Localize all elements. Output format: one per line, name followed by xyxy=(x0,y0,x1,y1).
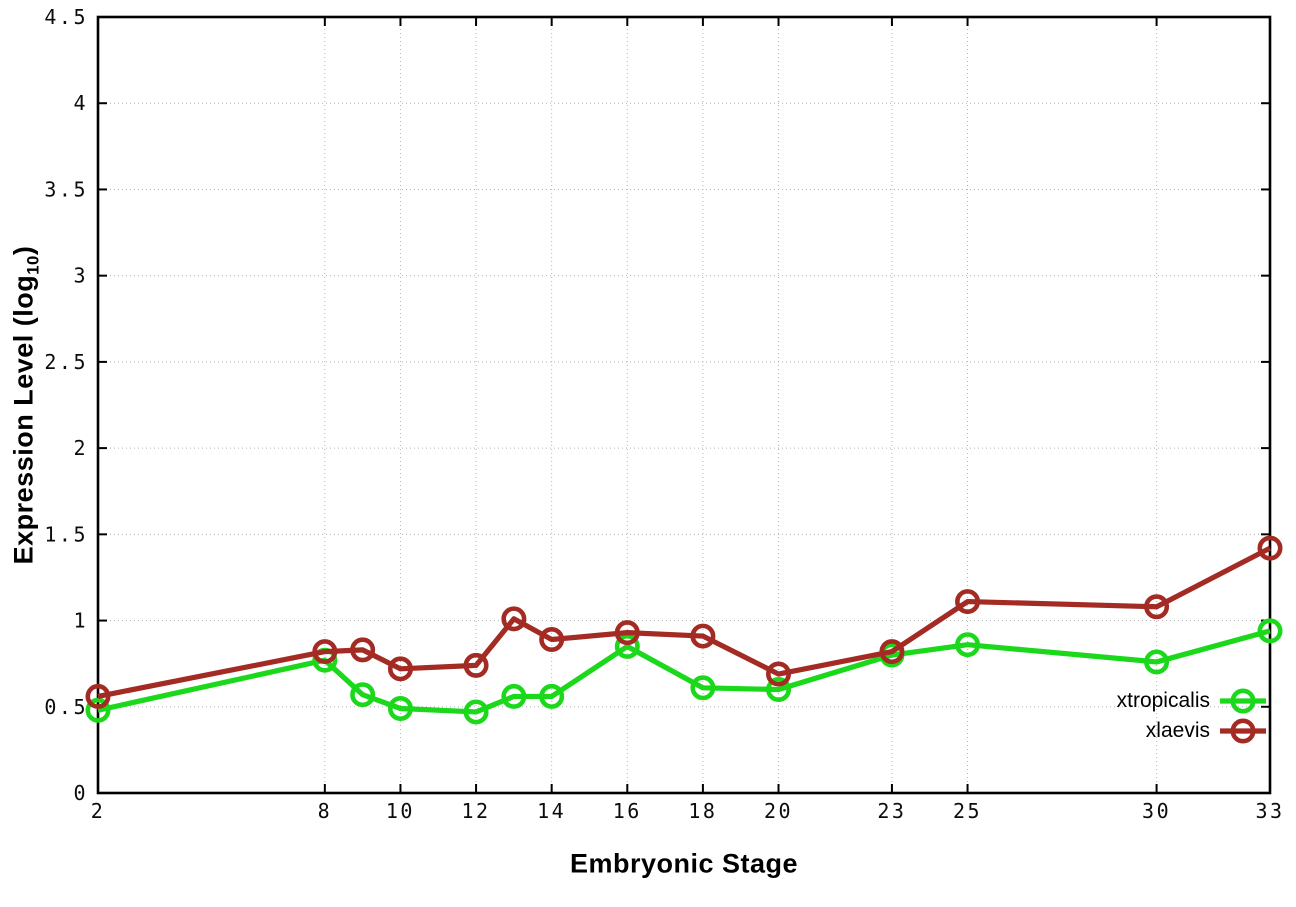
marker-xtropicalis xyxy=(501,683,527,709)
marker-xtropicalis xyxy=(614,633,640,659)
x-tick-label: 20 xyxy=(764,799,793,823)
x-tick-label: 14 xyxy=(537,799,566,823)
marker-xtropicalis xyxy=(463,699,489,725)
y-tick-label: 3 xyxy=(73,264,88,288)
marker-xtropicalis xyxy=(1257,618,1283,644)
y-axis-title-text: Expression Level (log xyxy=(8,274,39,565)
plot-border xyxy=(96,15,1272,795)
marker-xlaevis xyxy=(1257,535,1283,561)
marker-xlaevis xyxy=(879,639,905,665)
x-tick-label: 23 xyxy=(877,799,906,823)
series-line-xtropicalis xyxy=(97,628,1271,715)
legend-row-xlaevis: xlaevis xyxy=(1117,716,1266,746)
marker-xtropicalis xyxy=(955,632,981,658)
marker-xlaevis xyxy=(501,606,527,632)
x-tick-label: 10 xyxy=(386,799,415,823)
marker-xlaevis xyxy=(539,627,565,653)
y-tick-label: 1 xyxy=(73,609,88,633)
y-tick-label: 4 xyxy=(73,91,88,115)
legend-label-xlaevis: xlaevis xyxy=(1145,719,1210,742)
x-tick-label: 2 xyxy=(91,799,106,823)
x-tick-label: 16 xyxy=(613,799,642,823)
y-tick-label: 2.5 xyxy=(44,350,88,374)
marker-xlaevis xyxy=(85,683,111,709)
marker-xlaevis xyxy=(955,589,981,615)
marker-xlaevis xyxy=(312,639,338,665)
marker-xlaevis xyxy=(387,656,413,682)
marker-xlaevis xyxy=(350,637,376,663)
y-axis-title-close: ) xyxy=(8,245,39,256)
y-tick-label: 0 xyxy=(73,781,88,805)
marker-xtropicalis xyxy=(387,696,413,722)
marker-xlaevis xyxy=(614,620,640,646)
marker-xtropicalis xyxy=(690,675,716,701)
marker-xlaevis xyxy=(690,623,716,649)
series-line-xlaevis xyxy=(97,545,1272,699)
marker-xtropicalis xyxy=(539,683,565,709)
marker-xlaevis xyxy=(463,652,489,678)
y-axis-title-subscript: 10 xyxy=(23,255,43,275)
marker-xlaevis xyxy=(1144,594,1170,620)
legend-marker-xlaevis-icon xyxy=(1220,718,1266,744)
marker-xtropicalis xyxy=(85,697,111,723)
legend-marker-xtropicalis-icon xyxy=(1220,688,1266,714)
x-tick-label: 33 xyxy=(1255,799,1284,823)
marker-xlaevis xyxy=(766,661,792,687)
x-tick-label: 25 xyxy=(953,799,982,823)
x-tick-label: 8 xyxy=(318,799,333,823)
y-tick-label: 1.5 xyxy=(44,522,88,546)
legend: xtropicalis xlaevis xyxy=(1117,686,1266,746)
y-tick-label: 0.5 xyxy=(44,695,88,719)
x-tick-label: 30 xyxy=(1142,799,1171,823)
y-tick-label: 3.5 xyxy=(44,177,88,201)
y-tick-label: 4.5 xyxy=(44,5,88,29)
x-tick-label: 18 xyxy=(688,799,717,823)
marker-xtropicalis xyxy=(766,677,792,703)
marker-xtropicalis xyxy=(1144,649,1170,675)
y-axis-title: Expression Level (log10) xyxy=(8,246,43,565)
legend-row-xtropicalis: xtropicalis xyxy=(1117,686,1266,716)
y-tick-label: 2 xyxy=(73,436,88,460)
x-tick-label: 12 xyxy=(462,799,491,823)
marker-xtropicalis xyxy=(350,682,376,708)
legend-label-xtropicalis: xtropicalis xyxy=(1116,689,1210,712)
x-axis-title: Embryonic Stage xyxy=(569,848,799,879)
